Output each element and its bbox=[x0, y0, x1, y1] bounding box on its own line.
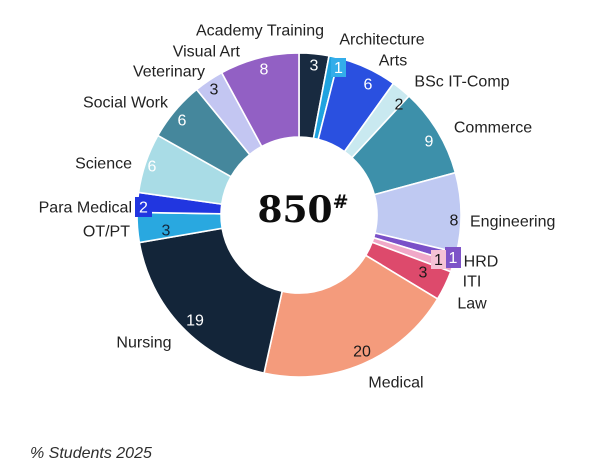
slice-value-visual-art: 8 bbox=[260, 62, 269, 79]
category-labels-group: Academy Training Architecture Arts BSc IT-C… bbox=[39, 23, 556, 392]
slice-value-para-medical: 2 bbox=[139, 200, 148, 217]
chart-caption: % Students 2025 bbox=[30, 445, 152, 462]
slice-value-medical: 20 bbox=[353, 344, 371, 361]
center-total-value: 850 bbox=[257, 189, 332, 231]
slice-value-architecture: 1 bbox=[334, 60, 343, 77]
slice-label-medical: Medical bbox=[368, 375, 423, 392]
slice-label-nursing: Nursing bbox=[116, 335, 171, 352]
value-chip-para-medical bbox=[135, 197, 152, 217]
slice-label-iti: ITI bbox=[463, 274, 482, 291]
slice-visual-art bbox=[220, 52, 300, 148]
slice-label-commerce: Commerce bbox=[454, 120, 532, 137]
slice-label-law: Law bbox=[457, 296, 487, 313]
slice-value-iti: 1 bbox=[434, 252, 443, 269]
slice-value-nursing: 19 bbox=[186, 313, 204, 330]
slice-label-veterinary: Veterinary bbox=[133, 64, 205, 81]
slice-label-architecture: Architecture bbox=[339, 32, 424, 49]
slice-value-engineering: 8 bbox=[450, 213, 459, 230]
slices-group bbox=[136, 52, 462, 378]
slice-value-commerce: 9 bbox=[425, 134, 434, 151]
slice-value-arts: 6 bbox=[364, 77, 373, 94]
slice-label-engineering: Engineering bbox=[470, 214, 555, 231]
slice-label-arts: Arts bbox=[379, 53, 407, 70]
value-chip-architecture bbox=[331, 58, 346, 77]
slice-label-bsc-it-comp: BSc IT-Comp bbox=[414, 74, 509, 91]
slice-label-para-medical: Para Medical bbox=[39, 200, 132, 217]
slice-value-science: 6 bbox=[148, 159, 157, 176]
center-total-suffix: # bbox=[333, 191, 349, 213]
slice-value-hrd: 1 bbox=[449, 250, 458, 267]
slice-label-hrd: HRD bbox=[464, 254, 499, 271]
slice-label-ot-pt: OT/PT bbox=[83, 224, 130, 241]
slice-medical bbox=[263, 254, 439, 378]
value-chip-iti bbox=[431, 250, 446, 269]
value-chip-hrd bbox=[445, 247, 461, 268]
center-total: 850# bbox=[257, 189, 348, 231]
slice-value-veterinary: 3 bbox=[210, 82, 219, 99]
slice-value-ot-pt: 3 bbox=[162, 223, 171, 240]
slice-value-bsc-it-comp: 2 bbox=[395, 97, 404, 114]
slice-label-science: Science bbox=[75, 156, 132, 173]
slice-nursing bbox=[138, 227, 284, 375]
slice-value-academy-training: 3 bbox=[310, 58, 319, 75]
slice-value-social-work: 6 bbox=[178, 113, 187, 130]
slice-label-academy-training: Academy Training bbox=[196, 23, 324, 40]
slice-value-law: 3 bbox=[419, 265, 428, 282]
slice-label-visual-art: Visual Art bbox=[173, 44, 241, 61]
slice-label-social-work: Social Work bbox=[83, 95, 169, 112]
